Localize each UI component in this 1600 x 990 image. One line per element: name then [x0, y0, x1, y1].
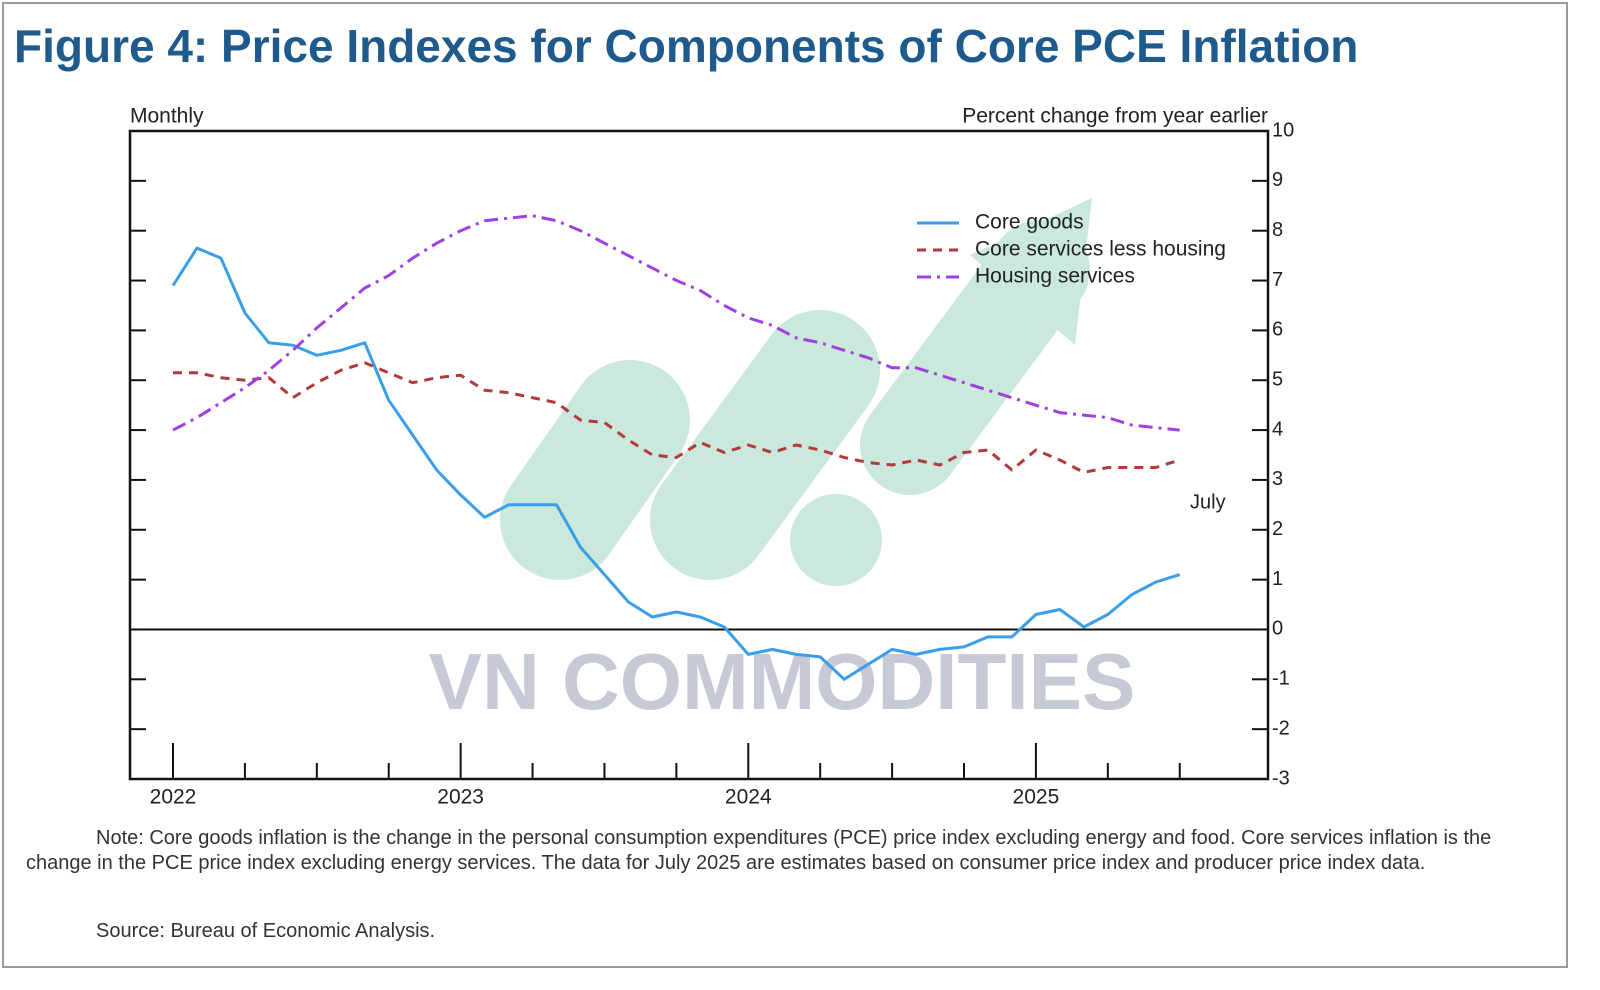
right-axis-label: Percent change from year earlier: [962, 105, 1268, 128]
source: Source: Bureau of Economic Analysis.: [96, 920, 436, 942]
plot-frame: [128, 129, 1270, 781]
legend-label: Housing services: [975, 265, 1135, 288]
chart-title: Figure 4: Price Indexes for Components o…: [14, 20, 1358, 72]
y-tick-label: 10: [1272, 119, 1294, 141]
x-tick-label: 2024: [725, 786, 772, 809]
note: Note: Core goods inflation is the change…: [26, 827, 1492, 874]
left-axis-label: Monthly: [130, 105, 204, 128]
y-tick-label: 0: [1272, 618, 1283, 640]
frame: [2, 2, 1568, 968]
series-line: [171, 246, 1181, 681]
series-line: [172, 214, 1180, 432]
y-tick-label: -2: [1272, 717, 1290, 739]
y-tick-label: 1: [1272, 568, 1283, 590]
y-tick-label: -1: [1272, 668, 1290, 690]
y-tick-label: 3: [1272, 468, 1283, 490]
y-tick-label: 2: [1272, 518, 1283, 540]
y-tick-label: 7: [1272, 269, 1283, 291]
y-tick-label: -3: [1272, 767, 1290, 789]
y-tick-label: 6: [1272, 319, 1283, 341]
legend-label: Core goods: [975, 211, 1084, 234]
chart: Figure 4: Price Indexes for Components o…: [14, 20, 1358, 809]
y-tick-label: 8: [1272, 219, 1283, 241]
legend-label: Core services less housing: [975, 238, 1226, 261]
watermark-shapes: [500, 198, 1092, 586]
x-tick-label: 2022: [150, 786, 197, 809]
x-tick-label: 2025: [1013, 786, 1060, 809]
annotation: July: [1190, 491, 1226, 513]
series-line: [173, 361, 1181, 474]
y-tick-label: 9: [1272, 169, 1283, 191]
y-tick-label: 4: [1272, 418, 1283, 440]
y-tick-label: 5: [1272, 369, 1283, 391]
x-tick-label: 2023: [437, 786, 484, 809]
